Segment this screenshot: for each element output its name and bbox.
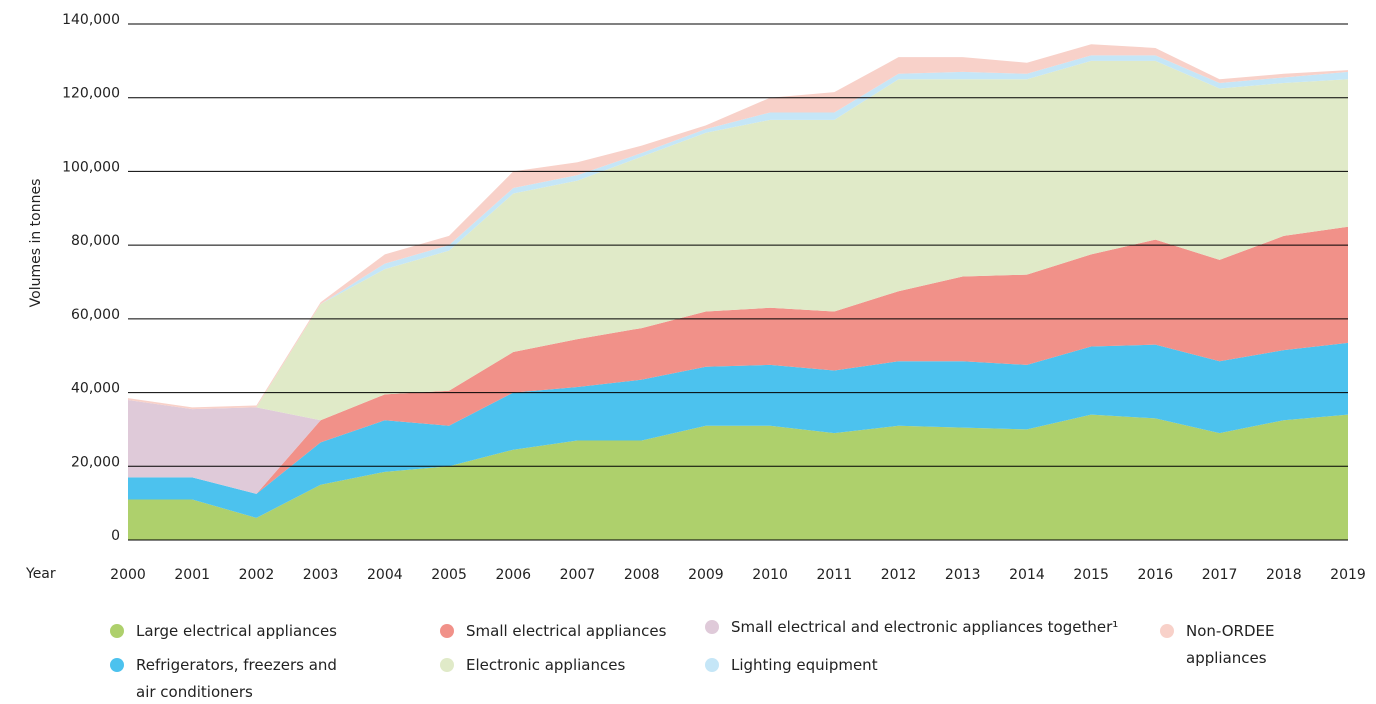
x-tick-label: 2018	[1266, 567, 1302, 583]
legend-item: Small electrical appliances	[440, 618, 690, 645]
legend-item: Refrigerators, freezers and air conditio…	[110, 652, 340, 704]
legend-label: Lighting equipment	[731, 656, 878, 674]
y-axis-label: Volumes in tonnes	[28, 179, 44, 308]
legend-label: Non-ORDEE appliances	[1186, 622, 1275, 667]
legend-item: Small electrical and electronic applianc…	[705, 614, 1125, 641]
x-tick-label: 2013	[945, 567, 981, 583]
legend-swatch	[1160, 624, 1174, 638]
area	[128, 399, 321, 494]
x-tick-label: 2012	[881, 567, 917, 583]
y-tick-label: 120,000	[62, 86, 120, 102]
legend-swatch	[110, 658, 124, 672]
x-tick-label: 2017	[1202, 567, 1238, 583]
x-tick-label: 2004	[367, 567, 403, 583]
x-tick-label: 2002	[239, 567, 275, 583]
y-tick-label: 40,000	[71, 381, 120, 397]
x-tick-label: 2015	[1073, 567, 1109, 583]
grid	[128, 23, 1348, 541]
x-tick-label: 2005	[431, 567, 467, 583]
x-tick-label: 2006	[495, 567, 531, 583]
legend-label: Large electrical appliances	[136, 622, 337, 640]
x-tick-label: 2009	[688, 567, 724, 583]
x-tick-label: 2010	[752, 567, 788, 583]
y-tick-label: 100,000	[62, 159, 120, 175]
x-tick-label: 2003	[303, 567, 339, 583]
y-tick-label: 20,000	[71, 454, 120, 470]
legend-label: Small electrical appliances	[466, 622, 667, 640]
y-tick-label: 80,000	[71, 233, 120, 249]
y-tick-label: 0	[111, 528, 120, 544]
x-tick-label: 2008	[624, 567, 660, 583]
legend-label: Small electrical and electronic applianc…	[731, 618, 1119, 636]
x-tick-label: 2000	[110, 567, 146, 583]
x-tick-label: 2007	[560, 567, 596, 583]
legend-swatch	[440, 658, 454, 672]
legend-item: Electronic appliances	[440, 652, 690, 679]
area	[128, 44, 1348, 410]
legend-label: Electronic appliances	[466, 656, 626, 674]
legend-item: Non-ORDEE appliances	[1160, 618, 1290, 672]
area	[128, 414, 1348, 540]
y-tick-label: 60,000	[71, 307, 120, 323]
legend-swatch	[110, 624, 124, 638]
chart: Volumes in tonnes Year 0 20,000 40,000 60,0…	[25, 12, 1366, 583]
x-tick-label: 2011	[816, 567, 852, 583]
area	[128, 342, 1348, 518]
x-tick-label: 2014	[1009, 567, 1045, 583]
x-tick-label: 2001	[174, 567, 210, 583]
areas	[128, 44, 1349, 540]
legend-swatch	[705, 620, 719, 634]
y-tick-label: 140,000	[62, 12, 120, 28]
x-axis-label: Year	[25, 566, 56, 582]
x-tick-label: 2016	[1138, 567, 1174, 583]
legend-item: Lighting equipment	[705, 652, 955, 679]
legend-swatch	[440, 624, 454, 638]
legend-label: Refrigerators, freezers and air conditio…	[136, 656, 337, 701]
area	[256, 226, 1349, 494]
legend-item: Large electrical appliances	[110, 618, 410, 645]
area	[256, 60, 1349, 421]
x-tick-label: 2019	[1330, 567, 1366, 583]
legend-swatch	[705, 658, 719, 672]
